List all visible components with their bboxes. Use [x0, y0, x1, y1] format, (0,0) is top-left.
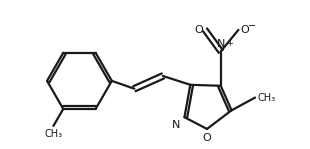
- Text: CH₃: CH₃: [44, 129, 63, 139]
- Text: O: O: [194, 25, 203, 35]
- Text: O: O: [203, 133, 211, 143]
- Text: N: N: [172, 120, 180, 130]
- Text: O: O: [240, 25, 249, 35]
- Text: CH₃: CH₃: [257, 93, 275, 103]
- Text: −: −: [248, 21, 256, 31]
- Text: N: N: [217, 39, 225, 49]
- Text: +: +: [226, 39, 232, 48]
